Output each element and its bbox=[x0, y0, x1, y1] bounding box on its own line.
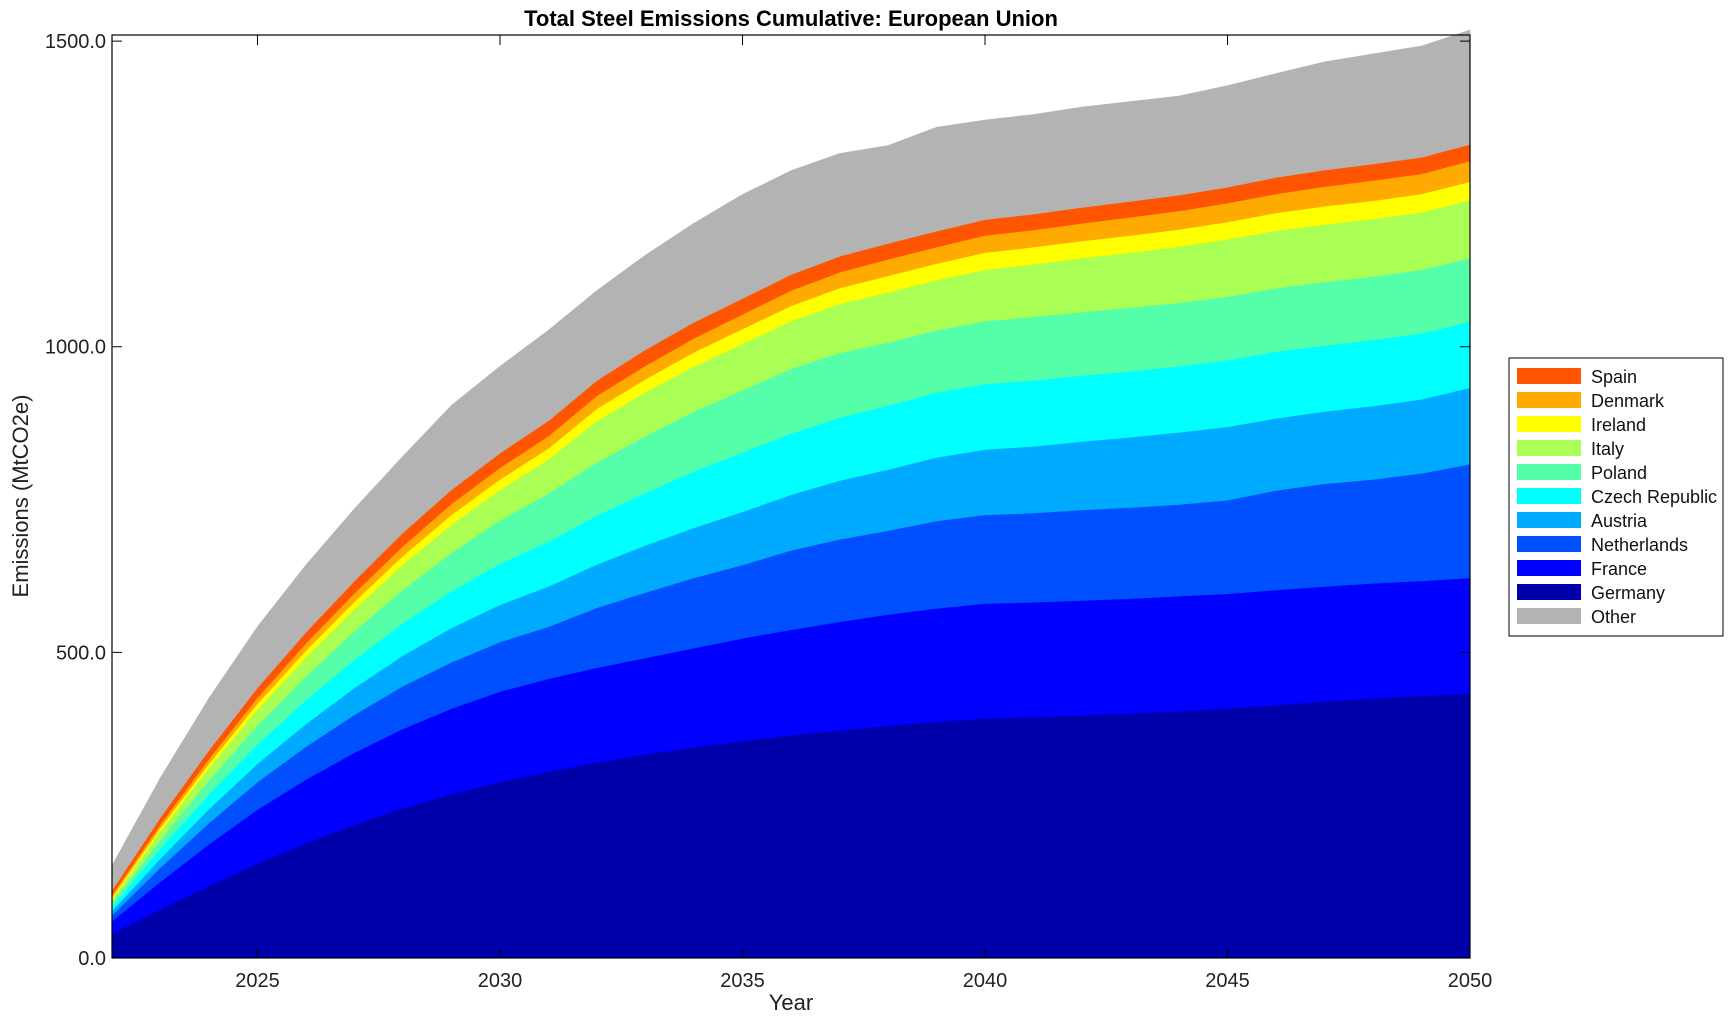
legend-swatch-france bbox=[1517, 560, 1581, 576]
x-axis-label: Year bbox=[769, 990, 813, 1015]
legend-swatch-czech-republic bbox=[1517, 488, 1581, 504]
legend-label-germany: Germany bbox=[1591, 583, 1665, 603]
y-tick-label: 1500.0 bbox=[45, 31, 106, 53]
y-tick-label: 0.0 bbox=[78, 948, 106, 970]
legend-label-ireland: Ireland bbox=[1591, 415, 1646, 435]
x-tick-label: 2045 bbox=[1205, 970, 1250, 992]
area-layers bbox=[111, 29, 1471, 959]
legend-label-poland: Poland bbox=[1591, 463, 1647, 483]
legend-label-czech-republic: Czech Republic bbox=[1591, 487, 1717, 507]
y-tick-label: 500.0 bbox=[56, 642, 106, 664]
legend-swatch-austria bbox=[1517, 512, 1581, 528]
legend-label-denmark: Denmark bbox=[1591, 391, 1665, 411]
legend-swatch-italy bbox=[1517, 440, 1581, 456]
legend-swatch-germany bbox=[1517, 584, 1581, 600]
legend-label-austria: Austria bbox=[1591, 511, 1648, 531]
legend-swatch-ireland bbox=[1517, 416, 1581, 432]
legend-label-france: France bbox=[1591, 559, 1647, 579]
legend-swatch-spain bbox=[1517, 368, 1581, 384]
x-tick-label: 2030 bbox=[478, 970, 523, 992]
x-tick-label: 2035 bbox=[720, 970, 765, 992]
y-axis-label: Emissions (MtCO2e) bbox=[8, 395, 33, 598]
plot-frame bbox=[111, 34, 1471, 959]
chart-title: Total Steel Emissions Cumulative: Europe… bbox=[524, 6, 1058, 31]
x-tick-label: 2025 bbox=[235, 970, 280, 992]
legend-label-netherlands: Netherlands bbox=[1591, 535, 1688, 555]
x-tick-label: 2050 bbox=[1448, 970, 1493, 992]
x-tick-label: 2040 bbox=[963, 970, 1008, 992]
legend-swatch-netherlands bbox=[1517, 536, 1581, 552]
legend: Spain Denmark Ireland Italy Poland Czech Repu… bbox=[1508, 357, 1724, 637]
legend-label-other: Other bbox=[1591, 607, 1636, 627]
legend-swatch-poland bbox=[1517, 464, 1581, 480]
y-tick-label: 1000.0 bbox=[45, 337, 106, 359]
legend-swatch-other bbox=[1517, 608, 1581, 624]
x-axis-ticks: 2025 2030 2035 2040 2045 2050 bbox=[235, 35, 1492, 992]
legend-swatch-denmark bbox=[1517, 392, 1581, 408]
legend-label-italy: Italy bbox=[1591, 439, 1624, 459]
legend-label-spain: Spain bbox=[1591, 367, 1637, 387]
y-axis-ticks: 0.0 500.0 1000.0 1500.0 bbox=[45, 31, 1470, 970]
